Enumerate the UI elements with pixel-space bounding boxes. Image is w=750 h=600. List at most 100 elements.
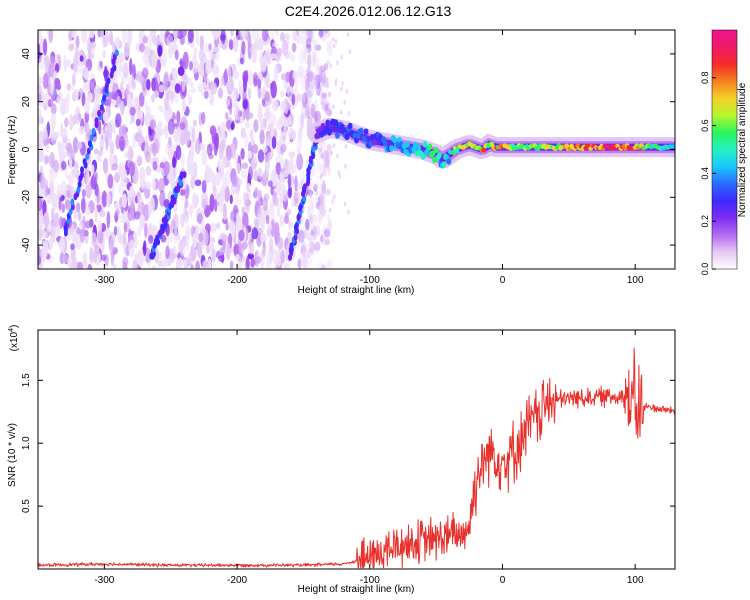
noise-cell (84, 206, 91, 216)
noise-cell (190, 264, 195, 269)
noise-cell (238, 85, 244, 96)
noise-cell (296, 153, 304, 171)
noise-cell (38, 107, 42, 125)
noise-cell (260, 56, 267, 72)
noise-cell (199, 35, 204, 51)
noise-cell (151, 77, 156, 92)
noise-cell (122, 30, 127, 44)
noise-cell (168, 108, 174, 118)
noise-cell (315, 44, 322, 51)
spectrogram-x-ticks: -300 -200 -100 0 100 (94, 30, 644, 286)
noise-cell (327, 166, 331, 176)
noise-cell (192, 233, 198, 248)
noise-cell (288, 151, 296, 159)
noise-cell (51, 192, 58, 207)
snr-frame (37, 329, 676, 570)
noise-cell (148, 234, 154, 244)
noise-cell (116, 226, 121, 244)
noise-cell (135, 96, 140, 113)
noise-cell (179, 35, 185, 45)
noise-speckle (348, 49, 352, 55)
noise-cell (151, 264, 157, 269)
noise-cell (279, 214, 285, 228)
noise-cell (132, 63, 136, 81)
noise-cell (314, 99, 318, 114)
noise-cell (308, 54, 315, 68)
noise-cell (282, 170, 289, 178)
noise-cell (85, 123, 90, 133)
noise-cell (157, 259, 163, 268)
noise-speckle (340, 54, 343, 60)
noise-cell (129, 57, 133, 76)
streak-cell (302, 183, 307, 191)
noise-cell (325, 188, 331, 196)
noise-speckle (310, 116, 313, 122)
noise-cell (253, 78, 258, 87)
noise-cell (145, 181, 152, 190)
noise-cell (209, 240, 214, 252)
colorbar-label: Normalized spectral amplitude (737, 82, 748, 217)
noise-cell (38, 194, 43, 212)
noise-cell (320, 234, 324, 243)
noise-cell (320, 264, 327, 269)
noise-cell (321, 180, 327, 194)
noise-cell (326, 39, 334, 57)
noise-cell (43, 130, 47, 141)
noise-cell (283, 119, 289, 128)
noise-speckle (322, 101, 326, 107)
noise-cell (127, 94, 131, 107)
noise-cell (302, 46, 309, 57)
noise-cell (296, 147, 301, 165)
noise-cell (241, 206, 246, 216)
noise-cell (324, 103, 329, 112)
snr-series-layer (38, 347, 675, 569)
noise-cell (228, 39, 234, 51)
noise-cell (92, 103, 99, 121)
noise-cell (275, 51, 280, 62)
noise-cell (212, 45, 220, 54)
noise-cell (56, 96, 61, 105)
noise-cell (306, 30, 313, 43)
streak-cell (293, 233, 298, 241)
noise-cell (144, 135, 149, 145)
noise-cell (301, 98, 307, 111)
signal-cell (454, 148, 460, 154)
noise-cell (56, 141, 63, 149)
noise-cell (210, 81, 217, 95)
signal-cell (446, 158, 452, 165)
noise-cell (315, 56, 320, 72)
signal-cell (389, 145, 394, 152)
noise-cell (62, 254, 69, 264)
noise-cell (101, 190, 108, 208)
noise-cell (198, 48, 205, 62)
streak-cell (77, 180, 82, 188)
noise-cell (298, 220, 302, 238)
noise-cell (222, 202, 227, 221)
noise-cell (301, 104, 307, 120)
noise-cell (90, 80, 94, 91)
noise-cell (250, 133, 255, 147)
noise-cell (207, 257, 212, 269)
noise-cell (81, 189, 86, 198)
noise-cell (151, 93, 156, 103)
noise-cell (265, 214, 270, 225)
noise-cell (314, 225, 321, 237)
noise-cell (167, 138, 173, 150)
noise-cell (164, 96, 170, 111)
noise-speckle (326, 59, 330, 65)
spectrogram-signal-layer (306, 117, 675, 169)
noise-cell (38, 76, 45, 84)
signal-cell (433, 146, 439, 154)
spectrogram-y-tick-label: 20 (21, 96, 32, 108)
noise-speckle (325, 161, 328, 167)
signal-cell (436, 152, 442, 159)
noise-speckle (336, 153, 339, 159)
noise-cell (118, 52, 125, 62)
noise-cell (78, 222, 84, 230)
noise-cell (230, 211, 235, 221)
noise-cell (175, 145, 182, 161)
noise-cell (136, 225, 142, 238)
noise-cell (232, 70, 240, 80)
noise-cell (52, 70, 59, 77)
